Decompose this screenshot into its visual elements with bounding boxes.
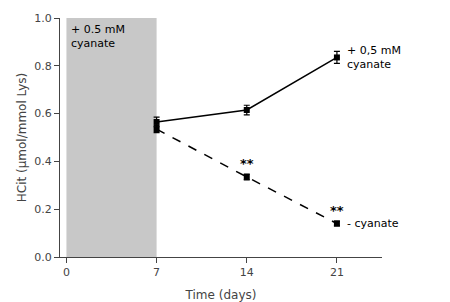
svg-text:0: 0 (63, 266, 70, 279)
svg-text:21: 21 (330, 266, 344, 279)
svg-text:0.6: 0.6 (34, 107, 52, 120)
svg-text:0.0: 0.0 (34, 251, 52, 264)
svg-text:14: 14 (240, 266, 254, 279)
svg-text:Time (days): Time (days) (185, 288, 257, 302)
svg-text:0.8: 0.8 (34, 60, 52, 73)
svg-text:1.0: 1.0 (34, 12, 52, 25)
svg-text:0.2: 0.2 (34, 203, 52, 216)
svg-text:+ 0.5 mMcyanate: + 0.5 mMcyanate (71, 23, 125, 50)
svg-text:**: ** (240, 156, 254, 171)
svg-text:0.4: 0.4 (34, 155, 52, 168)
svg-text:7: 7 (153, 266, 160, 279)
svg-text:**: ** (330, 203, 344, 218)
svg-text:- cyanate: - cyanate (347, 217, 399, 230)
svg-text:+ 0,5 mMcyanate: + 0,5 mMcyanate (347, 44, 401, 71)
svg-text:HCit (μmol/mmol Lys): HCit (μmol/mmol Lys) (15, 73, 29, 202)
